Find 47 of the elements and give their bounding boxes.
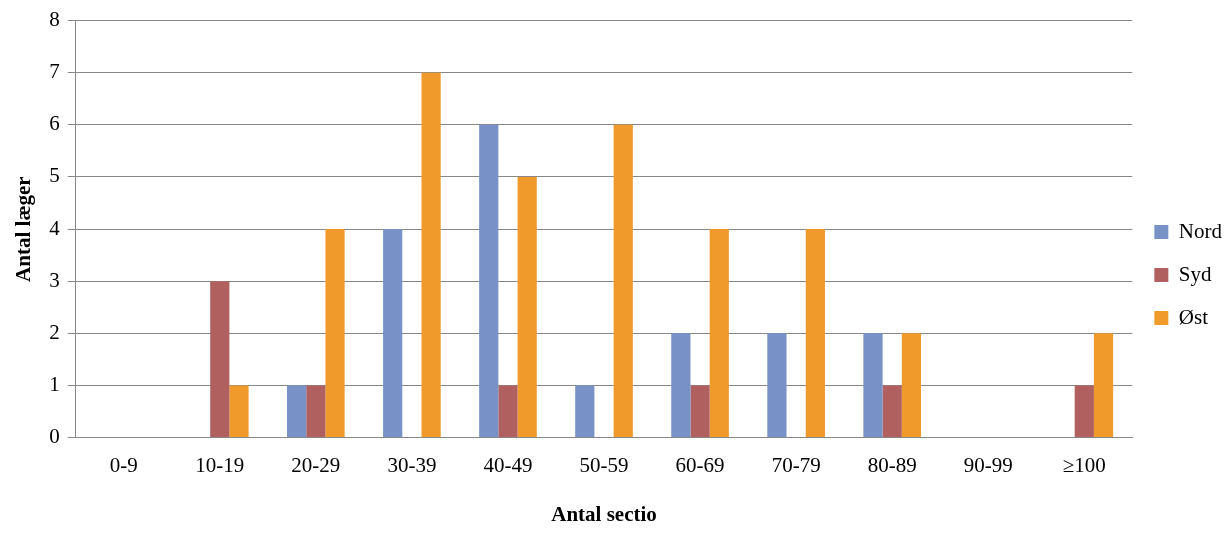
bar	[575, 385, 595, 438]
y-tick-label: 2	[49, 319, 60, 344]
legend-label: Øst	[1178, 304, 1209, 329]
x-tick-label: 0-9	[109, 452, 138, 477]
bar	[498, 385, 518, 438]
bar	[613, 124, 633, 438]
x-axis-title: Antal sectio	[551, 501, 657, 526]
bar	[1074, 385, 1094, 438]
bar	[901, 333, 922, 438]
bar	[229, 385, 249, 438]
y-tick-label: 8	[49, 7, 60, 32]
bar	[517, 176, 537, 438]
bar	[882, 385, 902, 438]
bar	[805, 229, 825, 438]
y-tick-label: 4	[49, 215, 61, 240]
bar	[421, 72, 441, 438]
bar	[709, 229, 729, 438]
bar	[863, 333, 883, 438]
x-tick-label: ≥100	[1062, 452, 1106, 477]
x-tick-label: 50-59	[579, 452, 629, 477]
legend-label: Syd	[1178, 261, 1213, 286]
bar	[690, 385, 710, 438]
x-tick-label: 20-29	[291, 452, 341, 477]
y-axis-title: Antal læger	[11, 176, 36, 282]
bar	[479, 124, 499, 438]
x-tick-label: 90-99	[963, 452, 1013, 477]
y-tick-label: 0	[49, 424, 60, 449]
bar	[671, 333, 691, 438]
x-tick-label: 40-49	[483, 452, 533, 477]
legend-label: Nord	[1178, 218, 1223, 243]
x-tick-label: 70-79	[771, 452, 821, 477]
bar	[383, 229, 403, 438]
bar	[1093, 333, 1114, 438]
y-tick-label: 7	[49, 59, 60, 84]
y-tick-label: 5	[49, 163, 60, 188]
x-tick-label: 80-89	[867, 452, 917, 477]
bar	[210, 281, 230, 438]
bar	[325, 229, 345, 438]
x-tick-label: 10-19	[195, 452, 245, 477]
x-tick-label: 60-69	[675, 452, 725, 477]
y-tick-label: 3	[49, 267, 60, 292]
y-tick-label: 6	[49, 111, 60, 136]
x-tick-label: 30-39	[387, 452, 437, 477]
bar	[767, 333, 787, 438]
bar	[306, 385, 326, 438]
bar	[287, 385, 307, 438]
y-tick-label: 1	[49, 371, 60, 396]
